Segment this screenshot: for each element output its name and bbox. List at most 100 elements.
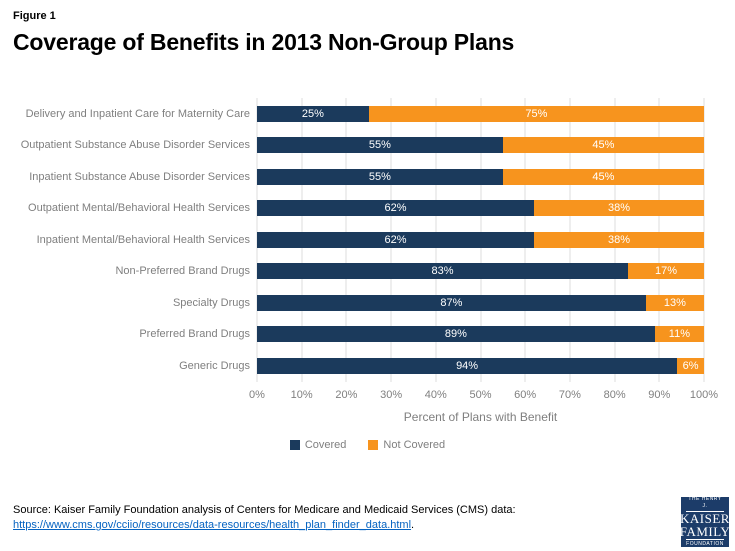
logo-line-1: THE HENRY J. <box>686 496 724 512</box>
plot-area: 25% 75% 55% 45% 55% 45% 62% 38% 62% 38% 83% 17% 87% 1… <box>256 98 705 382</box>
bar-segment-not-covered: 6% <box>677 357 704 374</box>
source-note: Source: Kaiser Family Foundation analysi… <box>13 503 516 533</box>
bar-segment-not-covered: 38% <box>534 200 704 217</box>
bar-segment-covered: 89% <box>257 326 655 343</box>
bar-value-label: 89% <box>444 328 467 341</box>
bar-segment-not-covered: 17% <box>628 263 704 280</box>
bar-series: 25% 75% 55% 45% 55% 45% 62% 38% 62% 38% 83% 17% 87% 1… <box>257 98 704 382</box>
bar-row: 62% 38% <box>257 224 704 256</box>
legend-label: Not Covered <box>383 438 446 451</box>
stacked-bar: 55% 45% <box>257 137 704 154</box>
bar-value-label: 62% <box>384 233 407 246</box>
x-tick-label: 50% <box>469 388 492 401</box>
bar-segment-covered: 83% <box>257 263 628 280</box>
stacked-bar-chart: Delivery and Inpatient Care for Maternit… <box>0 98 735 451</box>
legend-label: Covered <box>304 438 347 451</box>
bar-value-label: 38% <box>608 202 631 215</box>
bar-segment-covered: 62% <box>257 231 535 248</box>
bar-value-label: 55% <box>368 139 391 152</box>
legend-swatch-covered <box>289 439 300 450</box>
category-label: Delivery and Inpatient Care for Maternit… <box>25 107 250 120</box>
legend-swatch-not-covered <box>368 439 379 450</box>
stacked-bar: 94% 6% <box>257 357 704 374</box>
bar-value-label: 45% <box>592 170 615 183</box>
legend-item-covered: Covered <box>289 438 347 451</box>
stacked-bar: 25% 75% <box>257 105 704 122</box>
page-title: Coverage of Benefits in 2013 Non-Group P… <box>13 29 515 55</box>
source-text: Source: Kaiser Family Foundation analysi… <box>13 504 516 516</box>
bar-value-label: 75% <box>525 107 548 120</box>
category-label: Generic Drugs <box>179 359 250 372</box>
legend: Covered Not Covered <box>0 439 735 451</box>
x-tick-label: 60% <box>514 388 537 401</box>
bar-value-label: 38% <box>608 233 631 246</box>
bar-segment-not-covered: 38% <box>534 231 704 248</box>
category-label: Inpatient Mental/Behavioral Health Servi… <box>36 233 250 246</box>
bar-row: 55% 45% <box>257 130 704 162</box>
category-label: Inpatient Substance Abuse Disorder Servi… <box>29 170 250 183</box>
x-tick-label: 90% <box>648 388 671 401</box>
x-tick-label: 0% <box>249 388 265 401</box>
bar-row: 89% 11% <box>257 319 704 351</box>
legend-item-not-covered: Not Covered <box>368 439 445 451</box>
bar-segment-covered: 62% <box>257 200 535 217</box>
bar-row: 25% 75% <box>257 98 704 130</box>
stacked-bar: 62% 38% <box>257 200 704 217</box>
x-tick-label: 70% <box>558 388 581 401</box>
bar-value-label: 94% <box>456 359 479 372</box>
category-label: Non-Preferred Brand Drugs <box>115 265 250 278</box>
x-tick-label: 80% <box>603 388 626 401</box>
bar-value-label: 83% <box>431 265 454 278</box>
stacked-bar: 89% 11% <box>257 326 704 343</box>
gridline <box>703 98 705 382</box>
source-link[interactable]: https://www.cms.gov/cciio/resources/data… <box>13 519 412 531</box>
logo-line-4: FOUNDATION <box>686 539 724 547</box>
bar-value-label: 13% <box>663 296 686 309</box>
bar-segment-not-covered: 75% <box>368 105 704 122</box>
stacked-bar: 55% 45% <box>257 168 704 185</box>
bar-row: 83% 17% <box>257 256 704 288</box>
bar-segment-not-covered: 45% <box>502 137 704 154</box>
bar-segment-covered: 94% <box>257 357 678 374</box>
bar-row: 62% 38% <box>257 193 704 225</box>
category-label: Preferred Brand Drugs <box>139 328 250 341</box>
logo-line-3: FAMILY <box>679 524 731 539</box>
bar-segment-covered: 25% <box>257 105 369 122</box>
x-tick-label: 40% <box>424 388 447 401</box>
chart-body: Delivery and Inpatient Care for Maternit… <box>5 98 735 382</box>
category-label: Specialty Drugs <box>172 296 250 309</box>
bar-segment-not-covered: 45% <box>502 168 704 185</box>
x-tick-label: 20% <box>335 388 358 401</box>
source-suffix: . <box>411 519 415 531</box>
x-axis-title: Percent of Plans with Benefit <box>403 409 558 424</box>
bar-segment-not-covered: 11% <box>654 326 704 343</box>
bar-segment-covered: 87% <box>257 294 646 311</box>
bar-segment-covered: 55% <box>257 137 503 154</box>
x-tick-label: 100% <box>689 388 719 401</box>
category-axis: Delivery and Inpatient Care for Maternit… <box>5 98 257 382</box>
bar-value-label: 11% <box>668 328 690 341</box>
bar-row: 87% 13% <box>257 287 704 319</box>
bar-segment-not-covered: 13% <box>645 294 704 311</box>
bar-segment-covered: 55% <box>257 168 503 185</box>
bar-row: 55% 45% <box>257 161 704 193</box>
stacked-bar: 83% 17% <box>257 263 704 280</box>
bar-value-label: 17% <box>654 265 677 278</box>
stacked-bar: 87% 13% <box>257 294 704 311</box>
category-label: Outpatient Substance Abuse Disorder Serv… <box>20 139 250 152</box>
x-axis: 0% 10% 20% 30% 40% 50% 60% 70% 80% 90% 100% <box>249 388 718 403</box>
bar-value-label: 62% <box>384 202 407 215</box>
category-label: Outpatient Mental/Behavioral Health Serv… <box>28 202 250 215</box>
kff-logo: THE HENRY J. KAISER FAMILY FOUNDATION <box>679 496 731 547</box>
x-tick-label: 10% <box>290 388 313 401</box>
bar-value-label: 25% <box>301 107 324 120</box>
figure-label: Figure 1 <box>13 10 56 22</box>
bar-value-label: 55% <box>368 170 391 183</box>
bar-row: 94% 6% <box>257 350 704 382</box>
bar-value-label: 87% <box>440 296 463 309</box>
stacked-bar: 62% 38% <box>257 231 704 248</box>
bar-value-label: 45% <box>592 139 615 152</box>
logo-line-2: KAISER <box>680 511 730 526</box>
x-tick-label: 30% <box>380 388 403 401</box>
